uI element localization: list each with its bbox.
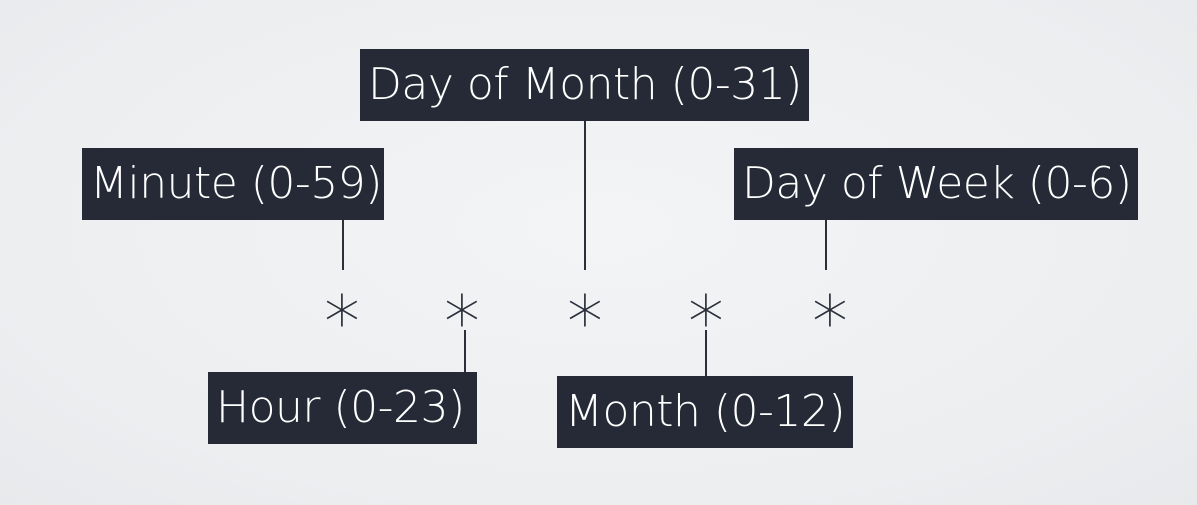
hour-asterisk: * [444,280,480,364]
minute-connector [342,220,344,270]
day-of-month-asterisk: * [567,280,603,364]
day-of-month-connector [584,121,586,270]
month-label: Month (0-12) [557,376,853,448]
day-of-week-connector [825,220,827,270]
hour-label: Hour (0-23) [208,372,477,444]
minute-asterisk: * [324,280,360,364]
month-connector [705,330,707,376]
hour-connector [464,330,466,372]
day-of-week-label: Day of Week (0-6) [734,148,1138,220]
day-of-week-asterisk: * [812,280,848,364]
minute-label: Minute (0-59) [82,148,384,220]
month-asterisk: * [688,280,724,364]
day-of-month-label: Day of Month (0-31) [360,49,809,121]
